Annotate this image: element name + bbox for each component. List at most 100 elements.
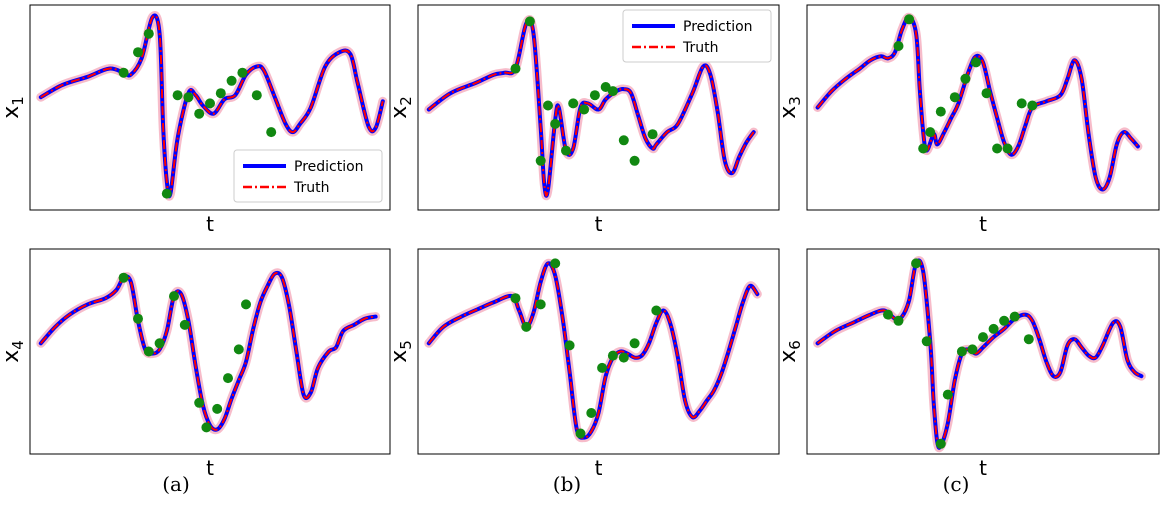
observation-point	[918, 143, 929, 154]
observation-point	[618, 135, 629, 146]
legend-prediction-label: Prediction	[294, 159, 364, 175]
observation-point	[597, 362, 608, 373]
caption-a: (a)	[162, 472, 190, 496]
observation-point	[893, 41, 904, 51]
legend-truth-label: Truth	[293, 180, 330, 196]
x-axis-label: t	[979, 212, 987, 236]
observation-point	[521, 321, 532, 332]
legend: Prediction Truth	[622, 9, 772, 63]
observation-point	[1027, 100, 1038, 111]
y-axis-label: x2	[387, 96, 415, 119]
observation-point	[589, 90, 600, 101]
observation-point	[1009, 311, 1020, 322]
observation-point	[925, 127, 936, 138]
observation-point	[981, 88, 992, 99]
observation-point	[251, 90, 262, 101]
y-label-subscript: 6	[786, 340, 804, 350]
observation-point	[510, 63, 521, 74]
y-label-base: x	[387, 350, 412, 363]
observation-point	[629, 338, 640, 349]
observation-point	[535, 299, 546, 310]
observation-point	[960, 73, 971, 84]
observation-point	[212, 403, 223, 414]
observation-point	[647, 129, 658, 140]
x-axis-label: t	[979, 456, 987, 480]
observation-point	[911, 258, 922, 269]
observation-point	[535, 155, 546, 166]
observation-point	[607, 350, 618, 361]
y-axis-label: x6	[776, 340, 804, 363]
caption-c: (c)	[942, 472, 970, 496]
y-label-base: x	[0, 106, 24, 119]
observation-point	[226, 75, 237, 86]
observation-point	[161, 188, 172, 199]
observation-point	[904, 14, 915, 25]
observation-point	[550, 118, 561, 129]
observation-point	[942, 389, 953, 400]
truth-line	[40, 271, 376, 431]
observation-point	[629, 155, 640, 166]
observation-point	[543, 100, 553, 111]
observation-point	[510, 293, 521, 304]
observation-point	[564, 340, 575, 351]
observation-point	[143, 28, 154, 39]
observation-point	[179, 319, 190, 330]
y-label-subscript: 4	[9, 340, 27, 350]
observation-point	[978, 332, 988, 343]
observation-point	[118, 272, 129, 283]
panel-6: t x6	[776, 248, 1160, 480]
observation-point	[618, 352, 629, 363]
y-axis-label: x1	[0, 96, 27, 119]
observation-point	[223, 373, 233, 384]
y-axis-label: x3	[776, 96, 804, 119]
panel-1: t x1 Prediction Truth	[0, 4, 391, 236]
observation-point	[201, 422, 212, 433]
observation-point	[883, 309, 893, 320]
y-label-subscript: 1	[9, 96, 27, 106]
legend-box	[622, 9, 772, 63]
observation-point	[956, 346, 967, 357]
observation-point	[1002, 143, 1013, 154]
y-label-base: x	[776, 350, 801, 363]
observation-point	[233, 344, 244, 355]
observation-point	[935, 106, 946, 117]
observation-point	[992, 143, 1003, 154]
observation-point	[575, 428, 586, 439]
observation-point	[172, 90, 183, 101]
x-axis-label: t	[206, 212, 214, 236]
observation-point	[568, 98, 579, 109]
observation-point	[169, 291, 179, 302]
observation-point	[1016, 98, 1027, 109]
observation-point	[194, 397, 205, 408]
observation-point	[266, 127, 277, 138]
observation-point	[988, 323, 999, 334]
y-axis-label: x4	[0, 340, 27, 363]
observation-point	[194, 108, 205, 119]
legend-truth-label: Truth	[682, 40, 719, 56]
observation-point	[237, 67, 248, 78]
observation-point	[215, 88, 226, 99]
observation-point	[1023, 334, 1034, 345]
observation-point	[118, 67, 129, 78]
observation-point	[183, 92, 194, 103]
observation-point	[205, 98, 215, 109]
observation-point	[133, 47, 143, 58]
observation-point	[607, 86, 618, 97]
x-axis-label: t	[595, 456, 603, 480]
y-label-subscript: 3	[786, 96, 804, 106]
truth-line	[817, 259, 1142, 449]
x-axis-label: t	[595, 212, 603, 236]
observation-point	[154, 338, 165, 349]
observation-point	[651, 305, 662, 316]
observation-point	[579, 104, 590, 115]
observation-point	[133, 313, 143, 324]
observation-point	[550, 258, 561, 269]
caption-b: (b)	[552, 472, 582, 496]
observation-point	[971, 57, 981, 68]
truth-line	[40, 14, 384, 198]
observation-point	[921, 336, 932, 347]
y-axis-label: x5	[387, 340, 415, 363]
y-label-subscript: 2	[397, 96, 415, 106]
observation-point	[949, 92, 960, 103]
observation-point	[586, 408, 597, 418]
